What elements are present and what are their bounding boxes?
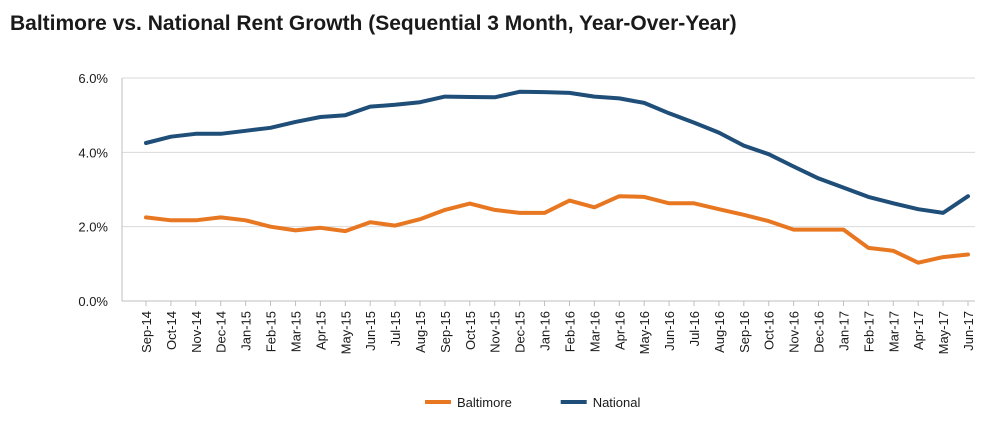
x-tick-label: Mar-15: [288, 311, 303, 352]
chart-title: Baltimore vs. National Rent Growth (Sequ…: [10, 12, 737, 35]
x-tick-label: Aug-15: [413, 311, 428, 353]
x-tick-label: Feb-17: [861, 311, 876, 352]
x-tick-label: Jan-16: [538, 311, 553, 351]
x-tick-label: Oct-14: [164, 311, 179, 350]
x-tick-label: Feb-15: [264, 311, 279, 352]
x-tick-label: Nov-16: [787, 311, 802, 353]
x-tick-label: Nov-15: [488, 311, 503, 353]
x-tick-label: May-17: [936, 311, 951, 354]
x-tick-label: Oct-16: [762, 311, 777, 350]
x-tick-label: Feb-16: [562, 311, 577, 352]
series-line-national: [144, 89, 970, 215]
gridlines: [122, 77, 975, 228]
y-tick-label: 6.0%: [78, 71, 108, 86]
x-tick-label: Sep-16: [737, 311, 752, 353]
y-tick-labels: 0.0% 2.0% 4.0% 6.0%: [78, 71, 108, 309]
x-tick-label: Jun-16: [662, 311, 677, 351]
x-tick-label: Dec-16: [812, 311, 827, 353]
series-line-baltimore: [144, 194, 970, 265]
axes: [121, 78, 975, 306]
x-tick-label: Nov-14: [189, 311, 204, 353]
x-tick-labels: Sep-14 Oct-14 Nov-14 Dec-14 Jan-15 Feb-15 Mar-…: [139, 311, 976, 354]
x-tick-label: Mar-17: [886, 311, 901, 352]
x-tick-label: Jun-15: [363, 311, 378, 351]
legend-label: Baltimore: [457, 395, 512, 410]
x-tick-label: May-15: [338, 311, 353, 354]
x-tick-label: Jul-16: [687, 311, 702, 346]
x-tick-label: Apr-15: [313, 311, 328, 350]
x-tick-label: Apr-17: [911, 311, 926, 350]
x-tick-label: Jul-15: [388, 311, 403, 346]
series-lines: [144, 89, 970, 265]
legend: Baltimore National: [425, 395, 641, 410]
x-tick-label: Jan-17: [836, 311, 851, 351]
x-tick-label: May-16: [637, 311, 652, 354]
x-tick-label: Oct-15: [463, 311, 478, 350]
x-tick-label: Apr-16: [612, 311, 627, 350]
x-tick-label: Dec-15: [513, 311, 528, 353]
y-tick-label: 2.0%: [78, 220, 108, 235]
x-tick-label: Sep-14: [139, 311, 154, 353]
legend-label: National: [593, 395, 641, 410]
x-tick-label: Sep-15: [438, 311, 453, 353]
y-tick-label: 4.0%: [78, 145, 108, 160]
y-tick-label: 0.0%: [78, 294, 108, 309]
x-tick-label: Jun-17: [961, 311, 976, 351]
x-tick-label: Jan-15: [239, 311, 254, 351]
x-tick-label: Mar-16: [587, 311, 602, 352]
x-tick-label: Aug-16: [712, 311, 727, 353]
x-tick-label: Dec-14: [214, 311, 229, 353]
